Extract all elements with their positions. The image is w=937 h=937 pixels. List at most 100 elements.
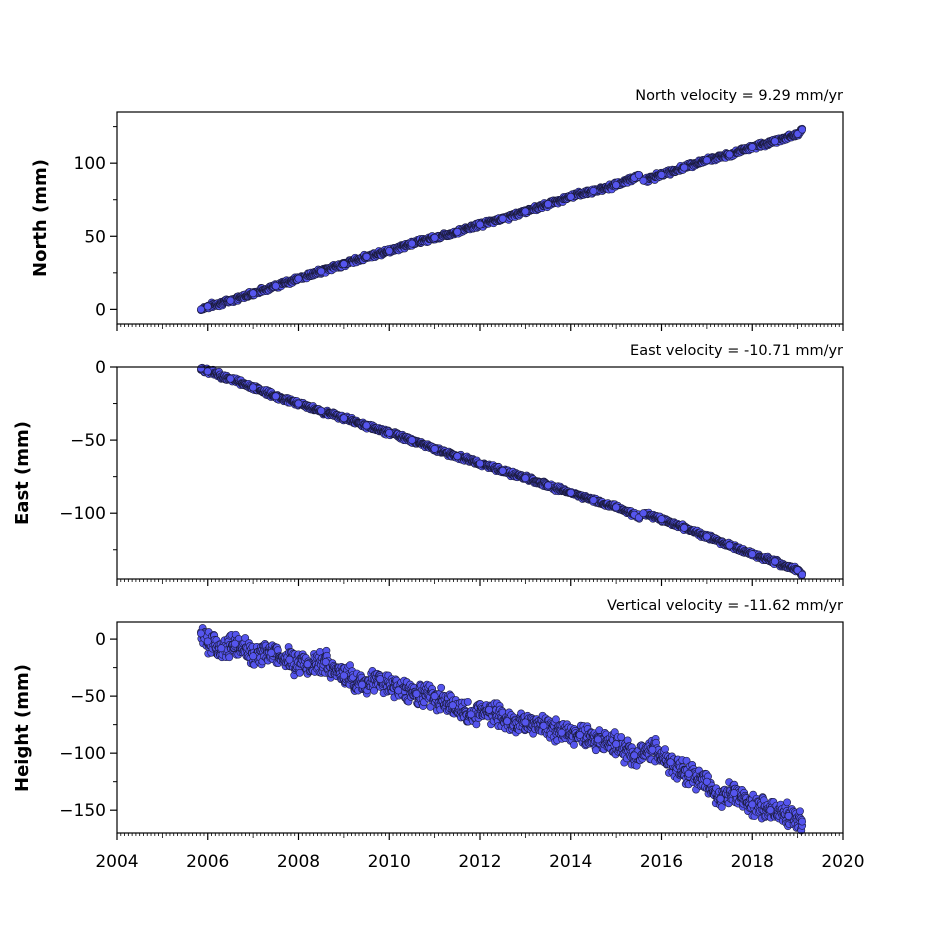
height-data-point	[358, 680, 366, 689]
east-data-point	[362, 421, 371, 430]
height-data-point	[798, 817, 807, 826]
east-data-point	[476, 459, 484, 468]
height-ytick-label: −100	[59, 744, 106, 764]
north-data-point	[294, 274, 303, 283]
height-xtick-label: 2012	[458, 852, 501, 872]
north-ytick-label: 50	[84, 227, 106, 247]
north-data-point	[680, 163, 689, 172]
east-data-point	[498, 466, 507, 475]
height-data-point	[463, 697, 472, 706]
height-data-point	[217, 644, 226, 653]
north-data-point	[271, 282, 280, 290]
height-data-point	[485, 705, 493, 714]
north-data-point	[521, 207, 530, 216]
height-data-point	[591, 746, 600, 755]
height-data-point	[617, 733, 626, 741]
east-data-point	[197, 364, 205, 373]
north-data-point	[197, 305, 205, 314]
north-data-point	[249, 289, 258, 298]
north-data-point	[589, 187, 598, 195]
north-data-point	[203, 302, 212, 311]
east-data-point	[771, 557, 779, 566]
height-data-point	[203, 637, 212, 646]
height-data-point	[612, 740, 621, 748]
east-data-point	[453, 452, 462, 461]
east-data-point	[339, 414, 348, 423]
height-data-point	[448, 701, 457, 710]
height-xtick-label: 2004	[95, 852, 138, 872]
north-data-point	[771, 137, 779, 146]
north-ytick-label: 0	[95, 300, 106, 320]
east-data-point	[294, 399, 303, 408]
height-xtick-label: 2014	[549, 852, 592, 872]
height-data-point	[225, 653, 234, 662]
height-y-axis-label: Height (mm)	[12, 664, 33, 792]
height-data-point	[412, 689, 421, 698]
height-data-point	[339, 671, 348, 680]
east-data-point	[657, 515, 666, 523]
height-data-point	[467, 710, 475, 719]
north-data-point	[453, 227, 462, 236]
east-data-point	[521, 474, 530, 483]
height-data-point	[430, 692, 439, 701]
height-data-point	[666, 758, 675, 767]
north-data-point	[226, 296, 235, 305]
height-data-point	[503, 717, 512, 726]
height-data-point	[766, 806, 775, 815]
north-data-point	[657, 170, 666, 179]
north-data-points	[197, 124, 807, 315]
height-data-point	[575, 731, 584, 739]
east-data-point	[748, 550, 757, 559]
east-ytick-label: −50	[70, 431, 106, 451]
height-data-point	[594, 735, 602, 744]
east-data-point	[566, 488, 575, 497]
north-ytick-label: 100	[74, 154, 106, 174]
height-ytick-label: −150	[59, 801, 106, 821]
north-data-point	[798, 125, 807, 134]
height-data-point	[521, 718, 530, 727]
height-data-point	[783, 798, 792, 807]
east-data-point	[226, 374, 235, 383]
north-data-point	[498, 214, 507, 223]
height-xtick-label: 2006	[186, 852, 229, 872]
east-data-point	[702, 532, 711, 541]
height-data-point	[730, 789, 738, 797]
east-data-point	[249, 383, 258, 392]
height-data-point	[197, 629, 205, 638]
height-data-point	[267, 648, 276, 657]
north-data-point	[639, 176, 648, 185]
north-data-point	[339, 260, 348, 268]
north-data-point	[476, 220, 484, 229]
north-data-point	[317, 267, 326, 276]
height-data-point	[285, 655, 294, 664]
height-data-point	[539, 721, 548, 730]
height-data-point	[630, 751, 639, 760]
height-data-point	[249, 652, 258, 661]
north-data-point	[612, 181, 621, 190]
height-xtick-label: 2020	[821, 852, 864, 872]
east-data-point	[544, 481, 552, 490]
height-data-point	[437, 683, 446, 692]
east-data-point	[408, 436, 416, 445]
east-data-point	[612, 503, 621, 512]
height-data-point	[784, 811, 793, 820]
height-data-point	[570, 740, 578, 749]
north-data-point	[408, 239, 416, 248]
height-data-point	[295, 668, 304, 677]
east-data-point	[680, 523, 689, 532]
height-data-point	[303, 660, 312, 669]
height-data-point	[684, 769, 693, 778]
height-ytick-label: −50	[70, 687, 106, 707]
east-data-point	[725, 541, 734, 550]
height-data-point	[661, 745, 669, 754]
height-data-point	[376, 675, 385, 683]
north-data-point	[430, 233, 439, 242]
east-data-point	[798, 570, 807, 579]
north-panel: North velocity = 9.29 mm/yr North (mm) 0…	[30, 88, 844, 331]
height-xtick-label: 2016	[640, 852, 683, 872]
height-xtick-label: 2018	[731, 852, 774, 872]
east-data-point	[589, 496, 598, 504]
north-data-point	[362, 252, 371, 261]
